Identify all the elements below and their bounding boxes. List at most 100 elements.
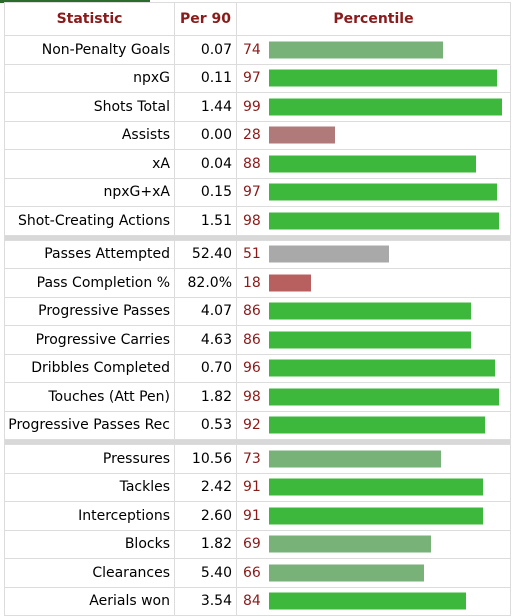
percentile-value: 73 xyxy=(243,450,261,467)
percentile-cell: 28 xyxy=(236,120,511,150)
statistic-cell: Shot-Creating Actions xyxy=(4,206,175,236)
table-body: Non-Penalty Goals 0.07 74 npxG 0.11 97 Shots T… xyxy=(4,35,511,616)
percentile-value: 88 xyxy=(243,155,261,172)
per90-cell: 4.63 xyxy=(174,325,237,355)
percentile-bar xyxy=(269,331,471,349)
percentile-bar xyxy=(269,126,335,144)
percentile-value: 66 xyxy=(243,564,261,581)
statistic-cell: Progressive Passes xyxy=(4,296,175,326)
percentile-cell: 18 xyxy=(236,268,511,298)
table-row: Clearances 5.40 66 xyxy=(4,558,511,588)
per90-cell: 0.70 xyxy=(174,353,237,383)
table-row: Progressive Carries 4.63 86 xyxy=(4,325,511,355)
statistic-cell: npxG+xA xyxy=(4,177,175,207)
percentile-cell: 99 xyxy=(236,92,511,122)
percentile-value: 69 xyxy=(243,536,261,553)
per90-cell: 1.51 xyxy=(174,206,237,236)
percentile-bar xyxy=(269,388,499,406)
percentile-cell: 51 xyxy=(236,239,511,269)
percentile-value: 97 xyxy=(243,184,261,201)
percentile-bar xyxy=(269,274,311,292)
table-row: Passes Attempted 52.40 51 xyxy=(4,239,511,269)
per90-cell: 0.07 xyxy=(174,35,237,65)
percentile-cell: 73 xyxy=(236,444,511,474)
percentile-bar xyxy=(269,41,443,59)
separator-cell xyxy=(4,439,511,445)
per90-cell: 1.82 xyxy=(174,382,237,412)
percentile-value: 86 xyxy=(243,331,261,348)
table-row: Aerials won 3.54 84 xyxy=(4,586,511,616)
percentile-value: 98 xyxy=(243,212,261,229)
percentile-cell: 91 xyxy=(236,472,511,502)
percentile-cell: 97 xyxy=(236,63,511,93)
table-row: Tackles 2.42 91 xyxy=(4,472,511,502)
per90-cell: 2.42 xyxy=(174,472,237,502)
percentile-bar xyxy=(269,245,389,263)
per90-cell: 52.40 xyxy=(174,239,237,269)
percentile-bar xyxy=(269,69,497,87)
table-row: Pressures 10.56 73 xyxy=(4,444,511,474)
percentile-value: 92 xyxy=(243,417,261,434)
percentile-value: 28 xyxy=(243,127,261,144)
statistic-cell: Dribbles Completed xyxy=(4,353,175,383)
percentile-cell: 69 xyxy=(236,529,511,559)
per90-cell: 0.04 xyxy=(174,149,237,179)
table-row: Progressive Passes Rec 0.53 92 xyxy=(4,410,511,440)
percentile-value: 74 xyxy=(243,41,261,58)
percentile-cell: 86 xyxy=(236,325,511,355)
statistic-cell: Shots Total xyxy=(4,92,175,122)
column-header-per90[interactable]: Per 90 xyxy=(174,2,237,36)
percentile-cell: 74 xyxy=(236,35,511,65)
percentile-value: 18 xyxy=(243,274,261,291)
percentile-value: 84 xyxy=(243,593,261,610)
percentile-bar xyxy=(269,478,483,496)
percentile-value: 91 xyxy=(243,507,261,524)
percentile-value: 86 xyxy=(243,303,261,320)
per90-cell: 82.0% xyxy=(174,268,237,298)
per90-cell: 0.53 xyxy=(174,410,237,440)
statistic-cell: Non-Penalty Goals xyxy=(4,35,175,65)
percentile-cell: 84 xyxy=(236,586,511,616)
percentile-bar xyxy=(269,155,476,173)
table-header-row: Statistic Per 90 Percentile xyxy=(4,2,511,36)
column-header-statistic[interactable]: Statistic xyxy=(4,2,175,36)
table-row: npxG+xA 0.15 97 xyxy=(4,177,511,207)
percentile-cell: 66 xyxy=(236,558,511,588)
per90-cell: 10.56 xyxy=(174,444,237,474)
active-tab-indicator xyxy=(0,0,150,3)
percentile-bar xyxy=(269,535,431,553)
statistic-cell: Progressive Carries xyxy=(4,325,175,355)
table-row: xA 0.04 88 xyxy=(4,149,511,179)
statistic-cell: xA xyxy=(4,149,175,179)
separator-cell xyxy=(4,234,511,241)
table-row: Pass Completion % 82.0% 18 xyxy=(4,268,511,298)
table-row: Blocks 1.82 69 xyxy=(4,529,511,559)
scouting-report-table: Statistic Per 90 Percentile Non-Penalty … xyxy=(4,2,511,616)
percentile-cell: 92 xyxy=(236,410,511,440)
percentile-cell: 97 xyxy=(236,177,511,207)
statistic-cell: Clearances xyxy=(4,558,175,588)
statistic-cell: Touches (Att Pen) xyxy=(4,382,175,412)
statistic-cell: npxG xyxy=(4,63,175,93)
percentile-bar xyxy=(269,507,483,525)
percentile-bar xyxy=(269,450,441,468)
percentile-cell: 98 xyxy=(236,382,511,412)
percentile-bar xyxy=(269,302,471,320)
table-row: Non-Penalty Goals 0.07 74 xyxy=(4,35,511,65)
per90-cell: 3.54 xyxy=(174,586,237,616)
percentile-cell: 88 xyxy=(236,149,511,179)
per90-cell: 1.44 xyxy=(174,92,237,122)
per90-cell: 0.00 xyxy=(174,120,237,150)
group-separator xyxy=(4,234,511,241)
statistic-cell: Tackles xyxy=(4,472,175,502)
statistic-cell: Pressures xyxy=(4,444,175,474)
statistic-cell: Pass Completion % xyxy=(4,268,175,298)
percentile-value: 96 xyxy=(243,360,261,377)
percentile-bar xyxy=(269,183,497,201)
table-row: Shots Total 1.44 99 xyxy=(4,92,511,122)
percentile-bar xyxy=(269,212,499,230)
percentile-bar xyxy=(269,564,424,582)
column-header-percentile[interactable]: Percentile xyxy=(236,2,511,36)
statistic-cell: Progressive Passes Rec xyxy=(4,410,175,440)
statistic-cell: Aerials won xyxy=(4,586,175,616)
